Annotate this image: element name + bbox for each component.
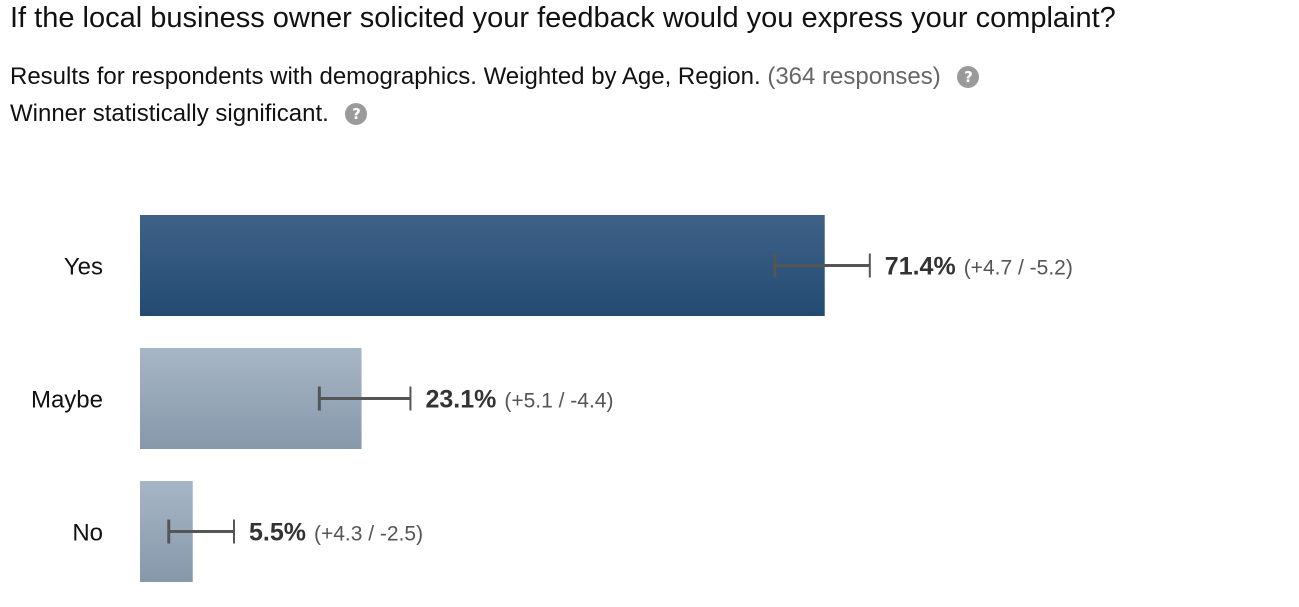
significance-text: Winner statistically significant. [10,100,329,127]
value-label: 5.5% [249,519,306,547]
question-title: If the local business owner solicited yo… [10,2,1116,34]
help-icon[interactable]: ? [957,66,980,88]
significance-help-icon[interactable]: ? [345,103,368,125]
response-count: (364 responses) [767,63,941,90]
value-label: 71.4% [885,253,956,281]
confidence-interval-label: (+4.3 / -2.5) [314,523,423,546]
results-text: Results for respondents with demographic… [10,63,761,90]
category-label: No [72,520,103,547]
results-summary: Results for respondents with demographic… [10,63,980,91]
bar-chart: Yes 71.4% (+4.7 / -5.2) Maybe 23.1% (+5.1 / -… [31,215,1073,582]
value-label: 23.1% [425,386,496,414]
category-label: Yes [64,254,103,281]
bar [140,215,825,316]
significance-note: Winner statistically significant. ? [10,100,368,128]
confidence-interval-label: (+4.7 / -5.2) [964,257,1073,280]
confidence-interval-label: (+5.1 / -4.4) [504,390,613,413]
category-label: Maybe [31,387,103,414]
